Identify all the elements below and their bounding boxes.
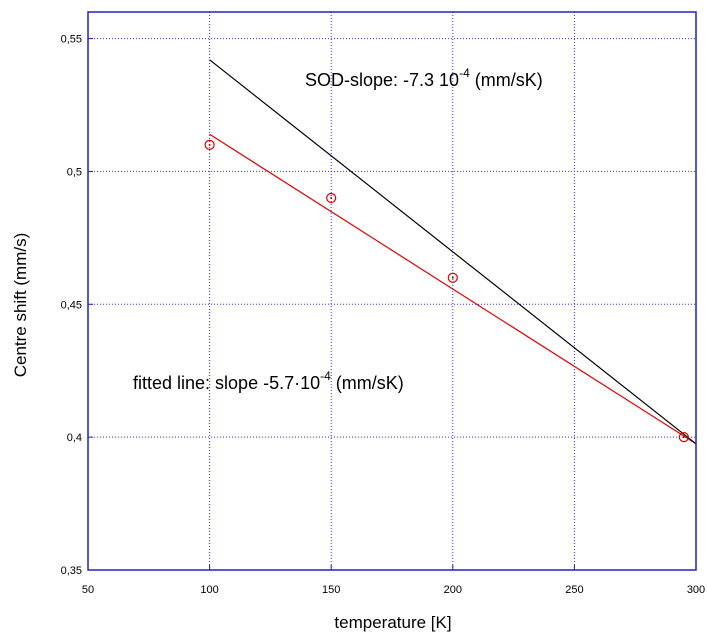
- fitted-line: [209, 133, 697, 445]
- x-axis-label: temperature [K]: [334, 613, 451, 632]
- y-tick-label: 0,55: [61, 34, 82, 46]
- sod-slope-line: [209, 59, 697, 445]
- y-tick-label: 0,35: [61, 565, 82, 577]
- data-point: [447, 272, 458, 283]
- data-point-center: [682, 436, 685, 439]
- annotation-sod-slope: SOD-slope: -7.3 10-4 (mm/sK): [305, 66, 543, 90]
- grid-lines: [87, 12, 697, 571]
- plot-frame: [87, 11, 697, 571]
- data-point-center: [208, 143, 211, 146]
- data-point: [326, 192, 337, 204]
- x-tick-label: 200: [444, 584, 462, 596]
- y-tick-label: 0,4: [67, 432, 82, 444]
- x-tick-label: 100: [200, 584, 218, 596]
- data-points: [204, 139, 689, 443]
- fit-lines: [209, 59, 697, 445]
- x-tick-label: 300: [687, 584, 705, 596]
- data-point-center: [451, 276, 454, 279]
- y-tick-label: 0,5: [67, 166, 82, 178]
- x-tick-label: 250: [565, 584, 583, 596]
- y-tick-label: 0,45: [61, 299, 82, 311]
- annotation-fitted-line: fitted line: slope -5.7·10-4 (mm/sK): [133, 369, 404, 393]
- x-tick-label: 50: [82, 584, 94, 596]
- tick-labels: 50 100 150 200 250 300 0,35 0,4 0,45 0,5 0,55: [61, 34, 706, 596]
- data-point-center: [330, 197, 333, 199]
- y-axis-label: Centre shift (mm/s): [11, 233, 30, 378]
- x-tick-label: 150: [322, 584, 340, 596]
- data-point: [678, 432, 689, 443]
- data-point: [204, 139, 215, 150]
